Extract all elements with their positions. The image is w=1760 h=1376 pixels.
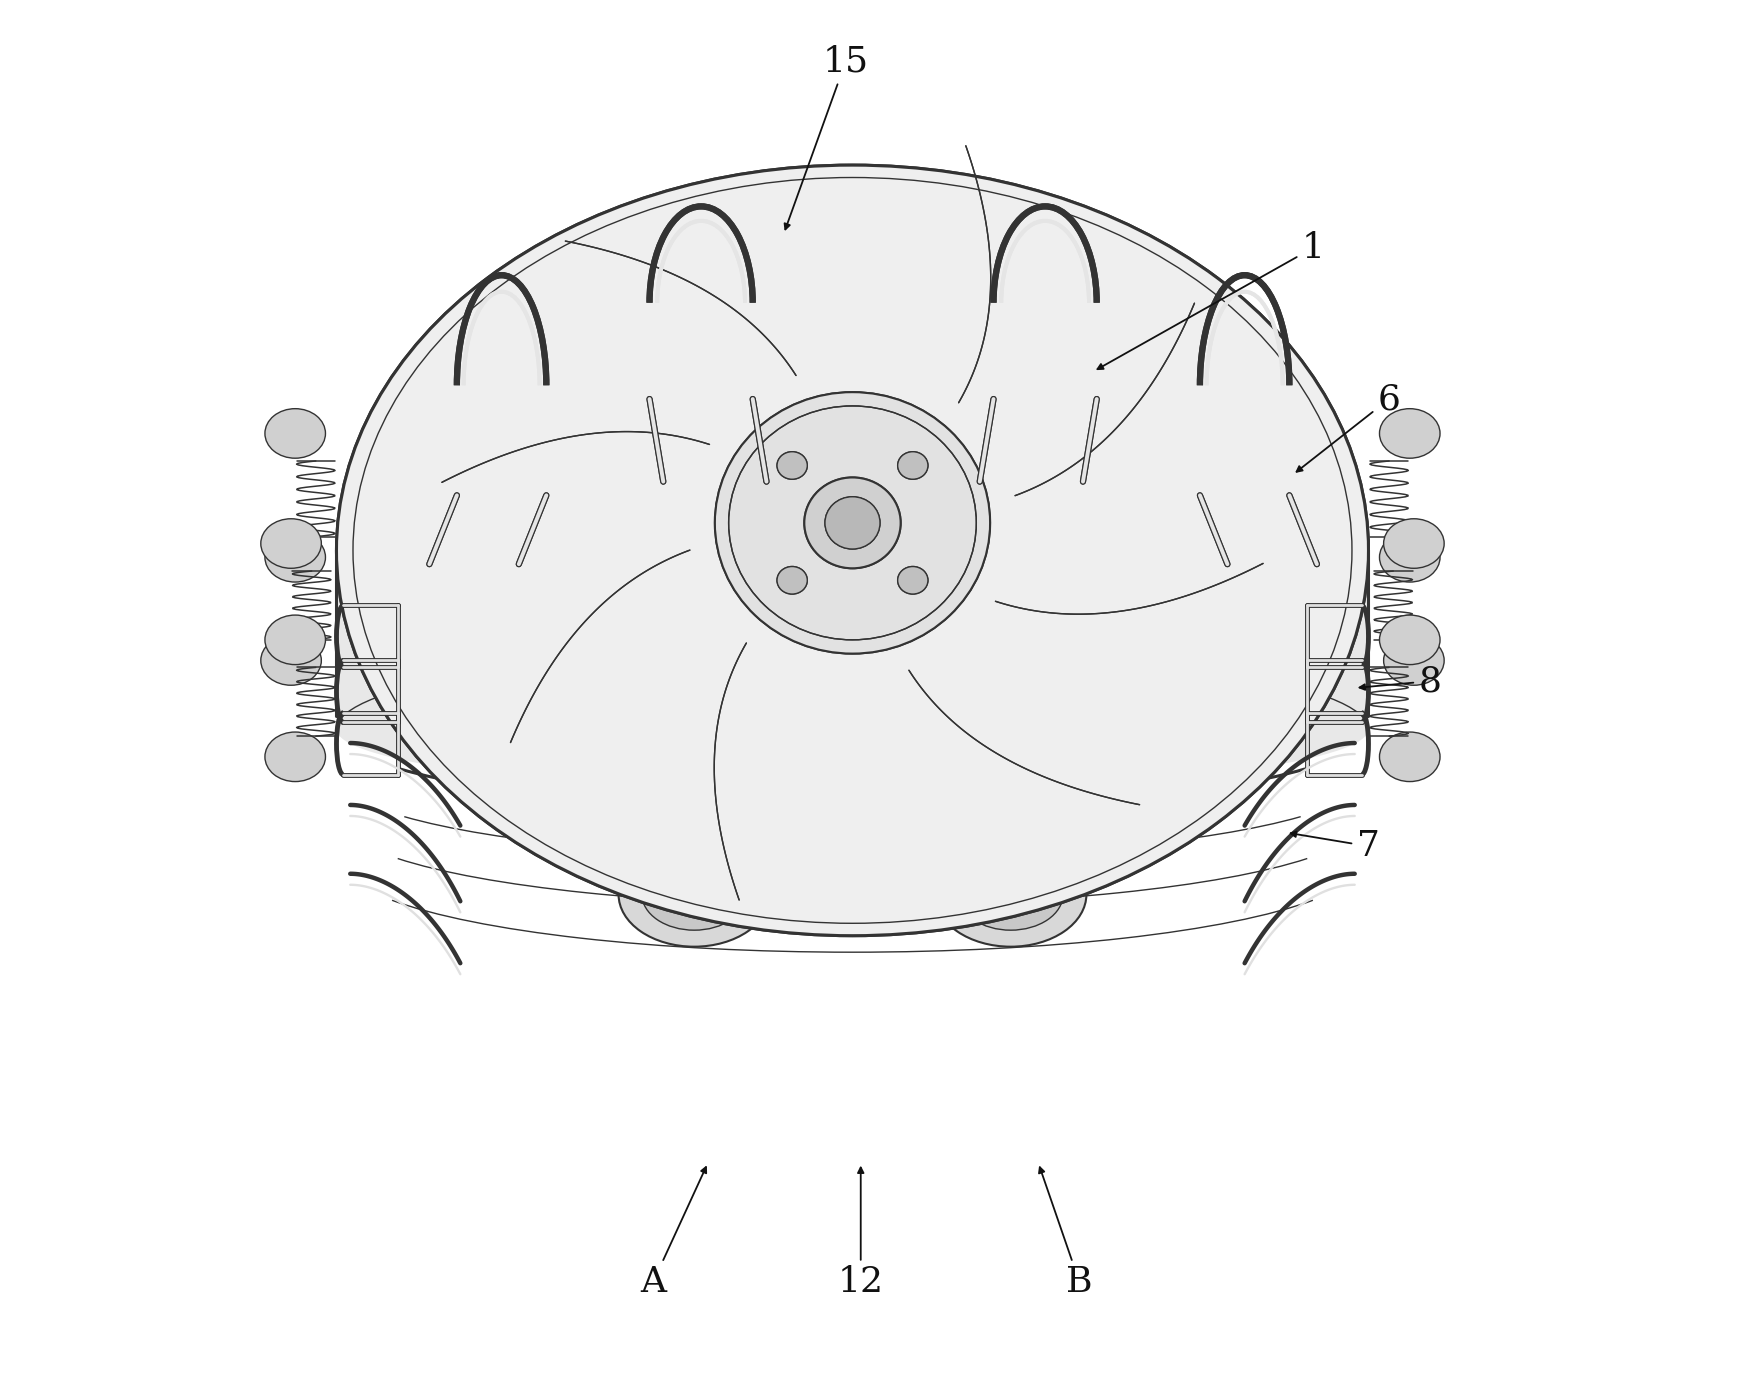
Ellipse shape bbox=[776, 567, 808, 594]
Ellipse shape bbox=[715, 392, 991, 654]
Ellipse shape bbox=[266, 615, 326, 665]
Text: 6: 6 bbox=[1297, 383, 1401, 472]
Ellipse shape bbox=[669, 878, 720, 911]
Ellipse shape bbox=[642, 859, 746, 930]
Ellipse shape bbox=[260, 519, 322, 568]
Text: A: A bbox=[641, 1167, 706, 1299]
Polygon shape bbox=[440, 757, 1265, 908]
Ellipse shape bbox=[1383, 636, 1445, 685]
Ellipse shape bbox=[776, 451, 808, 479]
Text: 1: 1 bbox=[1098, 231, 1325, 369]
Text: 12: 12 bbox=[838, 1167, 884, 1299]
Ellipse shape bbox=[1380, 732, 1440, 782]
Ellipse shape bbox=[776, 451, 808, 479]
Ellipse shape bbox=[898, 451, 928, 479]
Ellipse shape bbox=[715, 392, 991, 654]
Ellipse shape bbox=[898, 567, 928, 594]
Text: 15: 15 bbox=[785, 45, 869, 230]
Ellipse shape bbox=[266, 533, 326, 582]
Ellipse shape bbox=[825, 497, 880, 549]
Polygon shape bbox=[336, 550, 1369, 791]
Text: 7: 7 bbox=[1290, 830, 1380, 863]
Ellipse shape bbox=[804, 477, 901, 568]
Ellipse shape bbox=[898, 451, 928, 479]
Ellipse shape bbox=[1125, 747, 1186, 788]
Ellipse shape bbox=[825, 497, 880, 549]
Ellipse shape bbox=[804, 477, 901, 568]
Ellipse shape bbox=[266, 409, 326, 458]
Ellipse shape bbox=[336, 165, 1369, 936]
Ellipse shape bbox=[618, 842, 769, 947]
Ellipse shape bbox=[336, 165, 1369, 936]
Ellipse shape bbox=[898, 567, 928, 594]
Text: B: B bbox=[1038, 1167, 1093, 1299]
Ellipse shape bbox=[336, 165, 1369, 936]
Ellipse shape bbox=[776, 567, 808, 594]
Text: 8: 8 bbox=[1359, 665, 1441, 698]
Ellipse shape bbox=[266, 732, 326, 782]
Ellipse shape bbox=[1380, 533, 1440, 582]
Ellipse shape bbox=[729, 830, 977, 918]
Ellipse shape bbox=[1380, 409, 1440, 458]
Ellipse shape bbox=[959, 859, 1063, 930]
Ellipse shape bbox=[1383, 519, 1445, 568]
Ellipse shape bbox=[935, 842, 1086, 947]
Ellipse shape bbox=[519, 747, 581, 788]
Ellipse shape bbox=[260, 636, 322, 685]
Ellipse shape bbox=[986, 878, 1035, 911]
Ellipse shape bbox=[1380, 615, 1440, 665]
